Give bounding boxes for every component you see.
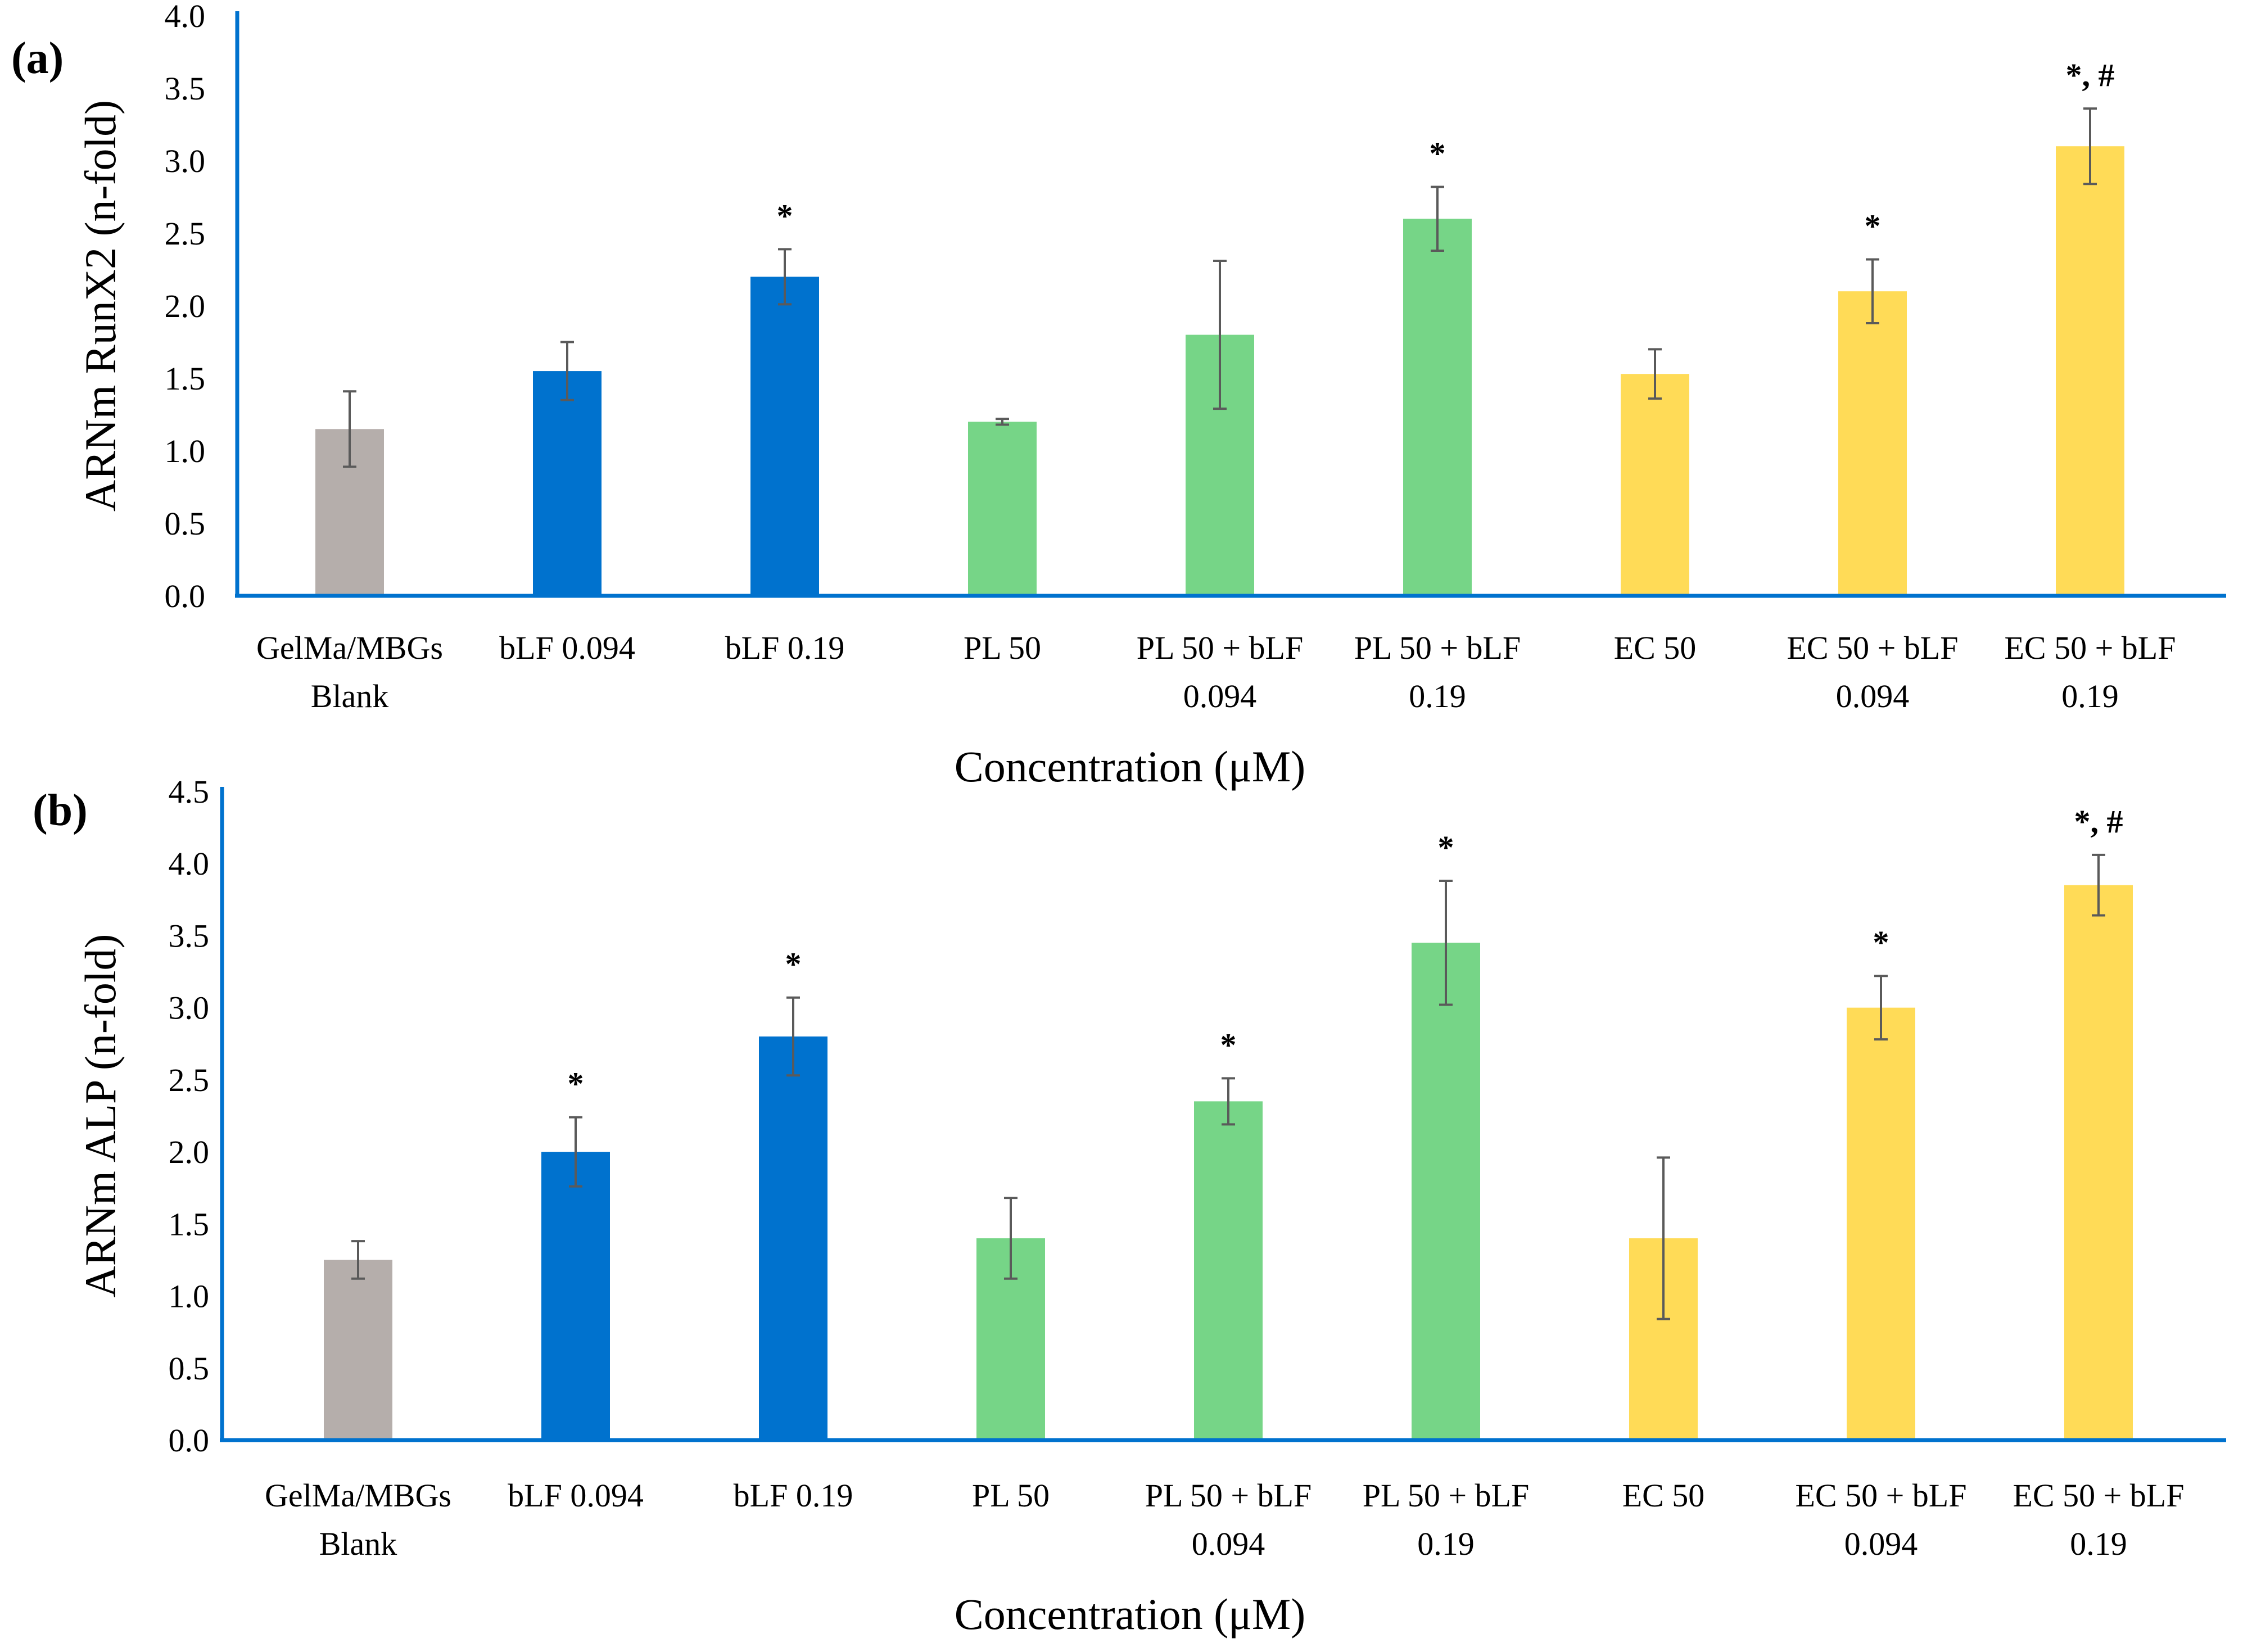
y-tick-label: 3.5: [169, 917, 210, 954]
bar: [968, 422, 1037, 596]
x-tick-label: PL 50: [972, 1477, 1050, 1514]
x-tick-label: EC 50 + bLF: [2013, 1477, 2184, 1514]
bar: [533, 371, 602, 596]
x-tick-label: 0.094: [1844, 1526, 1918, 1562]
y-axis-title: ARNm ALP (n-fold): [76, 934, 125, 1297]
x-axis-title: Concentration (μM): [955, 1590, 1306, 1639]
x-tick-label: PL 50: [964, 630, 1041, 666]
x-tick-label: EC 50 + bLF: [1787, 630, 1958, 666]
x-tick-label: EC 50: [1622, 1477, 1705, 1514]
x-tick-label: Blank: [319, 1526, 397, 1562]
x-tick-label: EC 50: [1614, 630, 1697, 666]
panel-a: (a)ARNm RunX2 (n-fold) 0.0 0.5 1.0 1.5 2.0 2.5…: [11, 0, 2226, 791]
y-tick-label: 3.0: [169, 990, 210, 1026]
significance-marker: *, #: [2074, 803, 2123, 840]
x-tick-label: PL 50 + bLF: [1145, 1477, 1312, 1514]
y-tick-label: 2.0: [169, 1134, 210, 1170]
x-tick-label: bLF 0.094: [499, 630, 635, 666]
y-tick-label: 4.0: [165, 0, 206, 34]
x-tick-label: 0.094: [1836, 678, 1910, 714]
significance-marker: *: [1873, 924, 1889, 961]
significance-marker: *: [785, 946, 802, 983]
significance-marker: *: [777, 197, 793, 234]
y-tick-label: 0.0: [165, 578, 206, 614]
y-tick-label: 2.5: [169, 1062, 210, 1098]
y-tick-label: 1.5: [169, 1206, 210, 1242]
bar: [2056, 146, 2124, 596]
x-tick-label: GelMa/MBGs: [256, 630, 443, 666]
x-tick-label: 0.094: [1183, 678, 1257, 714]
y-tick-label: 3.0: [165, 143, 206, 179]
x-tick-label: PL 50 + bLF: [1363, 1477, 1529, 1514]
x-tick-label: 0.19: [1417, 1526, 1475, 1562]
bar: [759, 1036, 827, 1440]
x-tick-label: 0.19: [2061, 678, 2119, 714]
x-tick-label: 0.19: [1409, 678, 1466, 714]
panel-label: (a): [11, 34, 64, 83]
x-axis-title: Concentration (μM): [955, 742, 1306, 791]
significance-marker: *, #: [2066, 57, 2115, 93]
bar: [1847, 1007, 1915, 1440]
y-tick-label: 0.5: [169, 1350, 210, 1387]
x-tick-label: GelMa/MBGs: [265, 1477, 451, 1514]
panel-b: (b) ARNm ALP (n-fold) 0.0 0.5 1.0 1.5 2.0 2.5 3.…: [33, 773, 2226, 1639]
y-tick-label: 0.0: [169, 1422, 210, 1459]
bar: [1412, 943, 1480, 1440]
panel-label: (b): [33, 786, 88, 835]
y-tick-label: 1.0: [169, 1278, 210, 1315]
bar: [750, 277, 819, 596]
significance-marker: *: [568, 1066, 584, 1102]
significance-marker: *: [1438, 829, 1454, 866]
significance-marker: *: [1430, 135, 1446, 171]
y-tick-label: 2.0: [165, 288, 206, 324]
y-tick-label: 1.5: [165, 360, 206, 397]
bar: [1194, 1101, 1263, 1440]
x-tick-label: bLF 0.19: [734, 1477, 853, 1514]
x-tick-label: bLF 0.094: [508, 1477, 644, 1514]
x-tick-label: Blank: [311, 678, 389, 714]
x-tick-label: PL 50 + bLF: [1354, 630, 1521, 666]
x-tick-label: 0.094: [1192, 1526, 1265, 1562]
y-tick-label: 4.5: [169, 773, 210, 810]
y-tick-label: 0.5: [165, 505, 206, 542]
bar: [324, 1260, 392, 1440]
bar: [1838, 291, 1907, 596]
y-tick-label: 2.5: [165, 215, 206, 252]
y-axis-title: ARNm RunX2 (n-fold): [76, 100, 125, 512]
significance-marker: *: [1865, 207, 1881, 244]
x-tick-label: PL 50 + bLF: [1137, 630, 1303, 666]
x-tick-label: bLF 0.19: [725, 630, 845, 666]
significance-marker: *: [1220, 1026, 1237, 1063]
y-tick-label: 3.5: [165, 70, 206, 107]
bar: [541, 1152, 610, 1440]
x-tick-label: EC 50 + bLF: [2004, 630, 2176, 666]
y-tick-label: 4.0: [169, 845, 210, 882]
bar: [2064, 885, 2133, 1440]
bar: [1403, 219, 1472, 596]
x-tick-label: 0.19: [2070, 1526, 2127, 1562]
y-tick-label: 1.0: [165, 433, 206, 469]
bar: [1621, 374, 1689, 596]
x-tick-label: EC 50 + bLF: [1795, 1477, 1966, 1514]
